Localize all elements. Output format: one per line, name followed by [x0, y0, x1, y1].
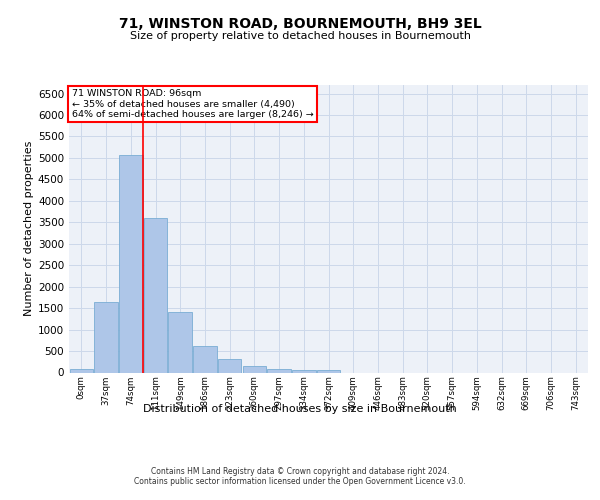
Bar [70, 370, 93, 372]
Bar [144, 218, 167, 372]
Bar [119, 154, 143, 372]
Bar [242, 366, 266, 372]
Text: 71, WINSTON ROAD, BOURNEMOUTH, BH9 3EL: 71, WINSTON ROAD, BOURNEMOUTH, BH9 3EL [119, 18, 481, 32]
Text: Size of property relative to detached houses in Bournemouth: Size of property relative to detached ho… [130, 31, 470, 41]
Bar [94, 302, 118, 372]
Text: Distribution of detached houses by size in Bournemouth: Distribution of detached houses by size … [143, 404, 457, 414]
Bar [193, 346, 217, 372]
Bar [317, 370, 340, 372]
Bar [218, 359, 241, 372]
Text: 71 WINSTON ROAD: 96sqm
← 35% of detached houses are smaller (4,490)
64% of semi-: 71 WINSTON ROAD: 96sqm ← 35% of detached… [71, 90, 313, 119]
Text: Contains public sector information licensed under the Open Government Licence v3: Contains public sector information licen… [134, 478, 466, 486]
Y-axis label: Number of detached properties: Number of detached properties [24, 141, 34, 316]
Text: Contains HM Land Registry data © Crown copyright and database right 2024.: Contains HM Land Registry data © Crown c… [151, 468, 449, 476]
Bar [169, 312, 192, 372]
Bar [292, 370, 316, 372]
Bar [268, 369, 291, 372]
